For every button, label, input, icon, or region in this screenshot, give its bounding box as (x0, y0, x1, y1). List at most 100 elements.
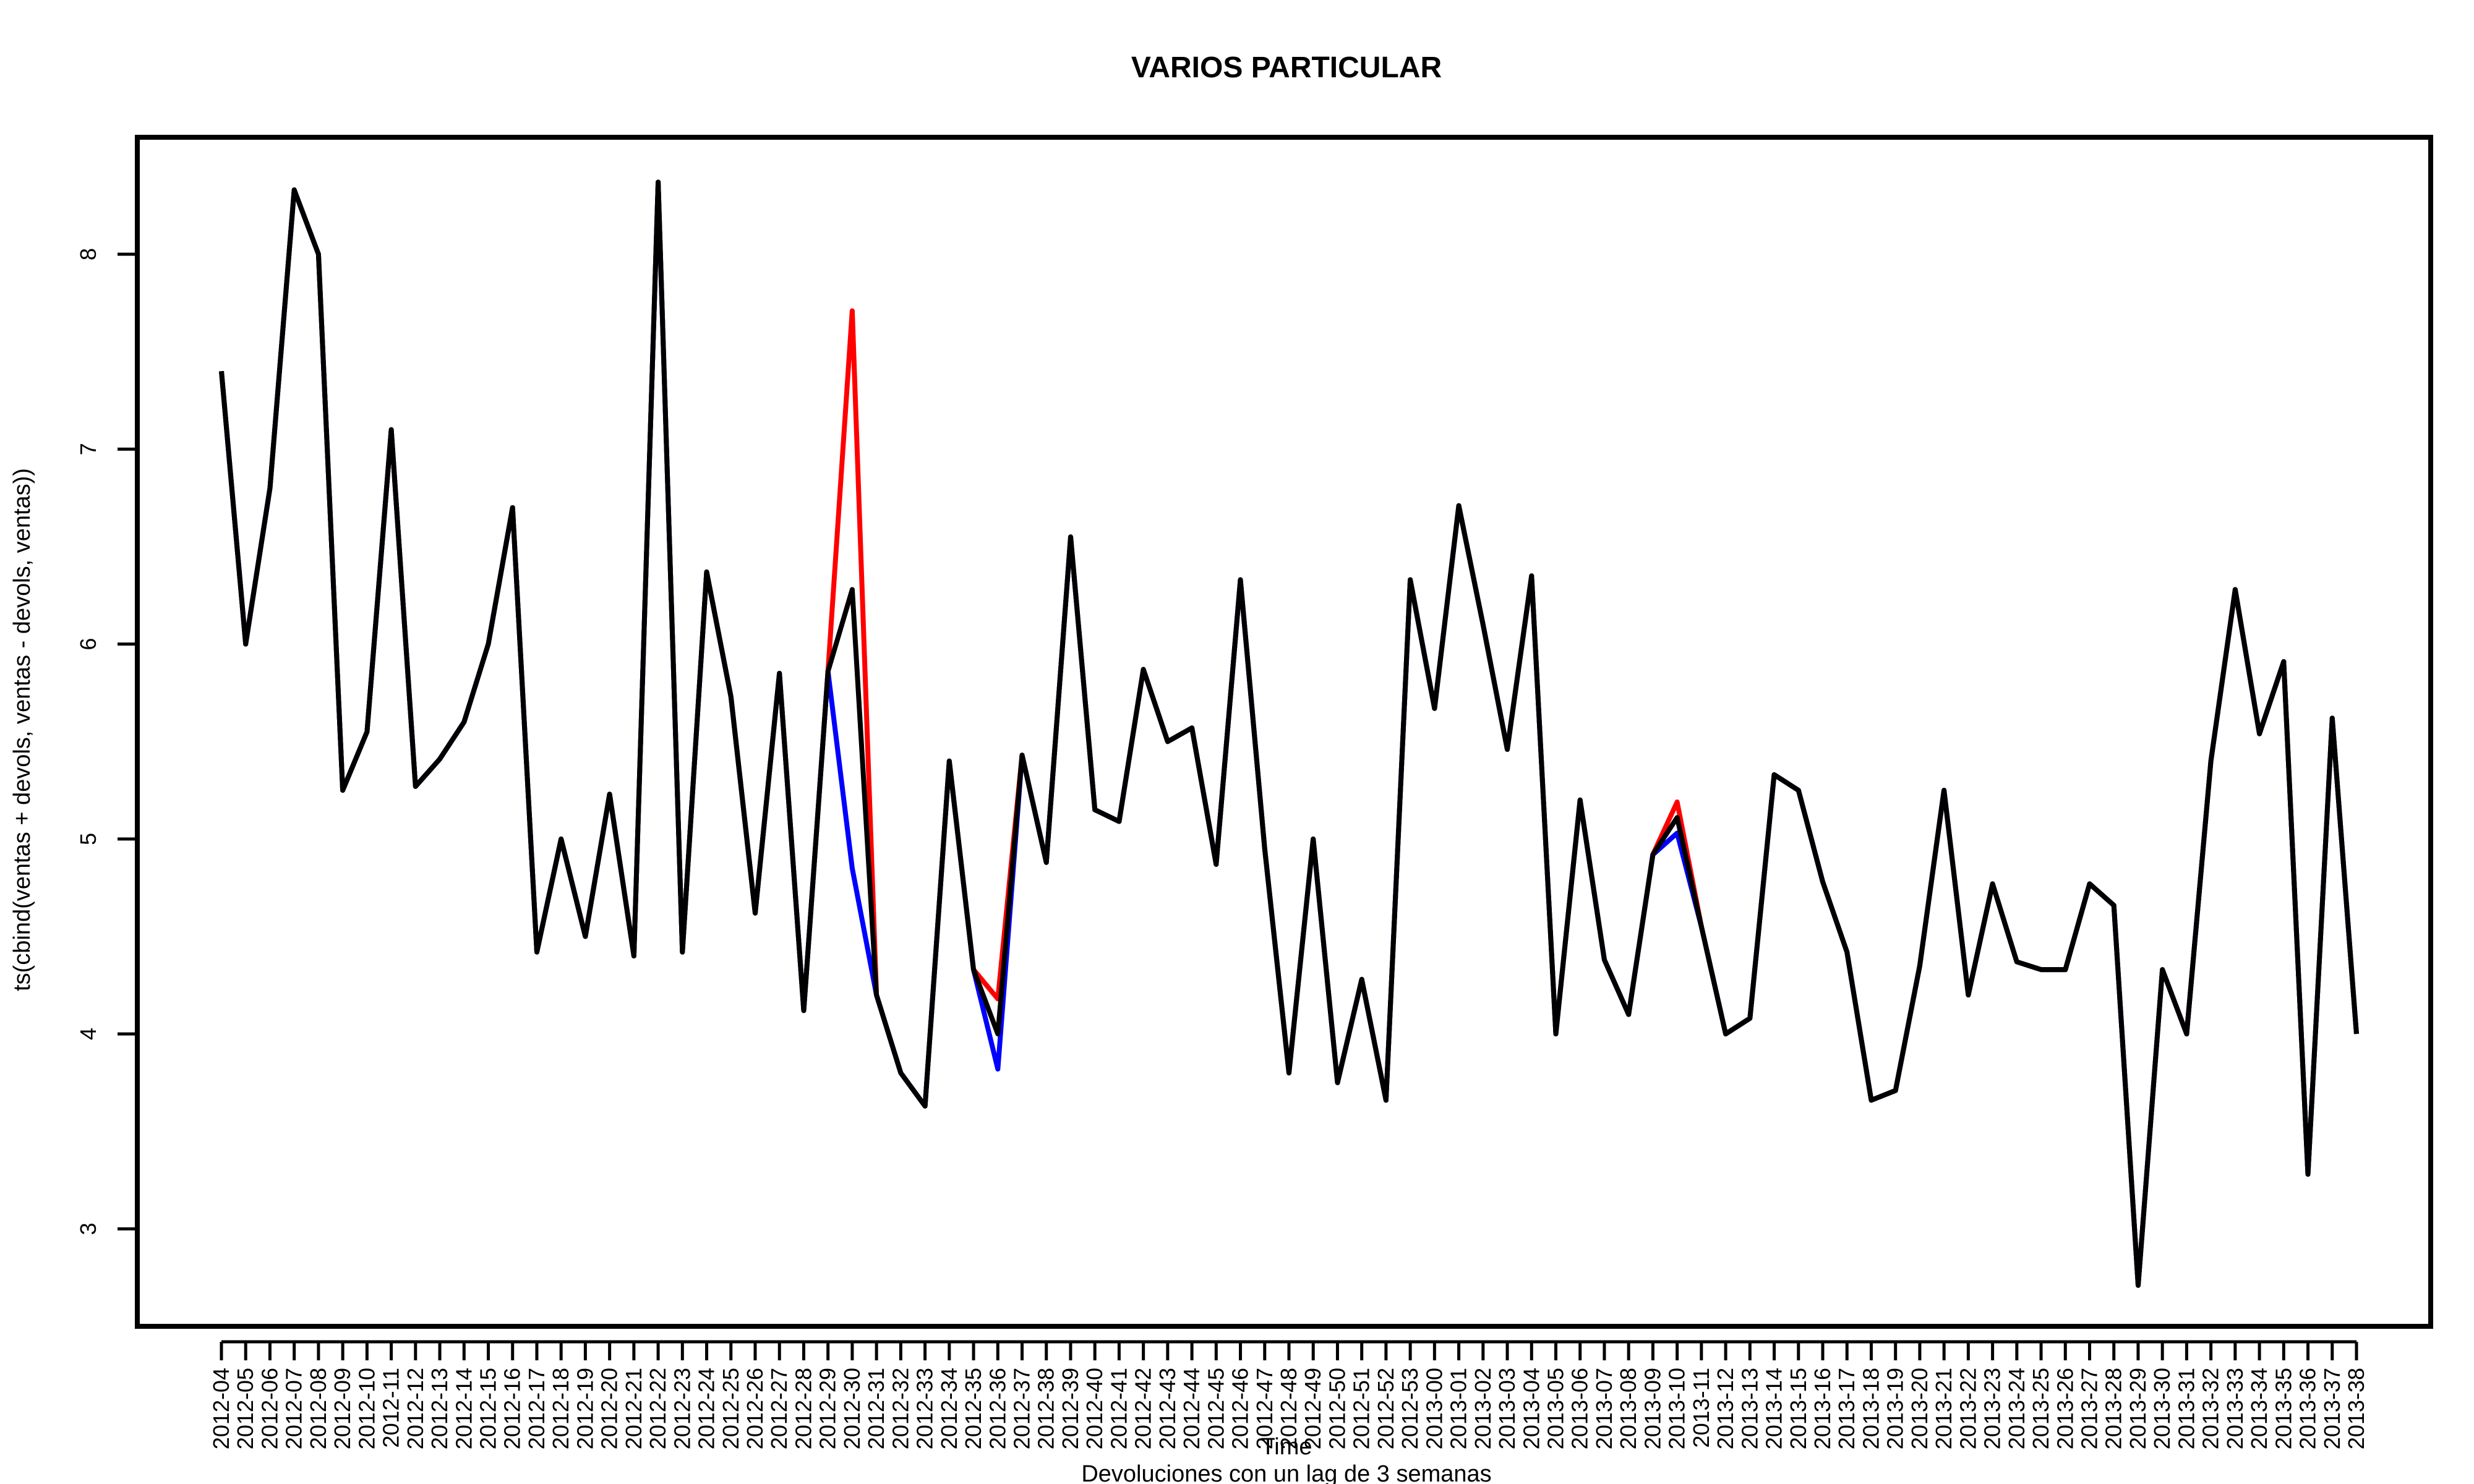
x-tick-label: 2013-10 (1664, 1368, 1690, 1449)
x-tick-label: 2012-37 (1009, 1368, 1035, 1449)
y-tick-label: 5 (75, 833, 101, 845)
x-tick-label: 2013-03 (1494, 1368, 1520, 1449)
x-tick-label: 2013-20 (1907, 1368, 1932, 1449)
x-tick-label: 2012-27 (766, 1368, 792, 1449)
x-tick-label: 2013-30 (2149, 1368, 2175, 1449)
x-tick-label: 2013-05 (1543, 1368, 1569, 1449)
x-tick-label: 2013-31 (2173, 1368, 2199, 1449)
y-tick-label: 3 (75, 1222, 101, 1235)
x-tick-label: 2013-19 (1883, 1368, 1908, 1449)
x-tick-label: 2013-37 (2319, 1368, 2345, 1449)
x-tick-label: 2013-23 (1980, 1368, 2005, 1449)
x-tick-label: 2012-10 (354, 1368, 379, 1449)
x-tick-label: 2012-34 (936, 1368, 962, 1449)
x-tick-label: 2012-39 (1058, 1368, 1083, 1449)
x-tick-label: 2012-26 (742, 1368, 768, 1449)
y-tick-label: 6 (75, 638, 101, 650)
x-tick-label: 2012-15 (476, 1368, 501, 1449)
x-tick-label: 2012-20 (597, 1368, 622, 1449)
x-tick-label: 2013-16 (1810, 1368, 1835, 1449)
x-tick-label: 2013-26 (2052, 1368, 2078, 1449)
x-tick-label: 2013-11 (1689, 1368, 1714, 1448)
x-tick-label: 2012-42 (1131, 1368, 1156, 1449)
x-tick-label: 2012-36 (985, 1368, 1010, 1449)
x-tick-label: 2013-04 (1518, 1368, 1544, 1449)
x-tick-label: 2012-21 (621, 1368, 646, 1449)
x-axis: 2012-042012-052012-062012-072012-082012-… (208, 1340, 2369, 1449)
x-tick-label: 2012-52 (1373, 1368, 1398, 1449)
x-tick-label: 2012-04 (208, 1368, 234, 1449)
x-tick-label: 2013-15 (1786, 1368, 1811, 1449)
series-line-1 (219, 179, 2359, 1288)
plot-frame (135, 135, 2433, 1329)
x-tick-label: 2012-51 (1349, 1368, 1374, 1449)
x-tick-label: 2013-08 (1616, 1368, 1641, 1449)
y-tick-label: 4 (75, 1028, 101, 1040)
x-tick-label: 2012-45 (1203, 1368, 1228, 1449)
x-tick-label: 2012-18 (548, 1368, 573, 1449)
y-axis-label: ts(cbind(ventas + devols, ventas - devol… (9, 468, 35, 991)
x-tick-label: 2012-25 (718, 1368, 743, 1449)
x-tick-label: 2012-38 (1034, 1368, 1059, 1449)
x-tick-label: 2013-38 (2343, 1368, 2369, 1449)
x-tick-label: 2012-13 (427, 1368, 452, 1449)
x-tick-label: 2012-19 (572, 1368, 597, 1449)
x-tick-label: 2013-09 (1640, 1368, 1665, 1449)
x-tick-label: 2012-16 (500, 1368, 525, 1449)
x-tick-label: 2012-12 (403, 1368, 428, 1449)
x-tick-label: 2013-13 (1737, 1368, 1762, 1449)
y-axis: 3 4 5 6 7 8 (75, 248, 137, 1235)
x-tick-label: 2013-01 (1446, 1368, 1471, 1449)
x-tick-label: 2013-35 (2271, 1368, 2296, 1449)
x-tick-label: 2012-14 (451, 1368, 476, 1449)
x-axis-sublabel: Devoluciones con un lag de 3 semanas (1081, 1461, 1491, 1484)
x-tick-label: 2012-44 (1179, 1368, 1204, 1449)
chart-title: VARIOS PARTICULAR (1131, 51, 1442, 84)
series-line-3 (219, 179, 2359, 1288)
x-tick-label: 2012-30 (839, 1368, 865, 1449)
x-axis-label: Time (1261, 1434, 1312, 1460)
x-tick-label: 2012-24 (694, 1368, 719, 1449)
x-tick-label: 2012-48 (1276, 1368, 1301, 1449)
x-tick-label: 2012-06 (257, 1368, 283, 1449)
x-tick-label: 2013-14 (1761, 1368, 1787, 1449)
x-tick-label: 2012-47 (1252, 1368, 1277, 1449)
x-tick-label: 2013-25 (2028, 1368, 2053, 1449)
x-tick-label: 2012-46 (1228, 1368, 1253, 1449)
y-tick-label: 7 (75, 443, 101, 455)
x-tick-label: 2013-34 (2246, 1368, 2272, 1449)
x-tick-label: 2012-29 (815, 1368, 841, 1449)
x-tick-label: 2012-08 (306, 1368, 331, 1449)
x-tick-label: 2013-07 (1591, 1368, 1617, 1449)
x-tick-label: 2012-53 (1397, 1368, 1423, 1449)
x-tick-label: 2012-35 (961, 1368, 986, 1449)
x-tick-label: 2013-28 (2101, 1368, 2126, 1449)
x-tick-label: 2013-18 (1859, 1368, 1884, 1449)
x-tick-label: 2012-05 (233, 1368, 258, 1449)
x-tick-label: 2012-17 (524, 1368, 549, 1449)
x-tick-label: 2013-21 (1931, 1368, 1956, 1449)
x-tick-label: 2012-23 (669, 1368, 695, 1449)
x-tick-label: 2012-50 (1325, 1368, 1350, 1449)
y-tick-label: 8 (75, 248, 101, 260)
x-tick-label: 2013-27 (2077, 1368, 2102, 1449)
x-tick-label: 2013-36 (2295, 1368, 2321, 1449)
x-tick-label: 2013-00 (1421, 1368, 1447, 1449)
x-tick-label: 2012-49 (1300, 1368, 1325, 1449)
x-tick-label: 2013-22 (1955, 1368, 1980, 1449)
x-tick-label: 2013-12 (1713, 1368, 1738, 1449)
x-tick-label: 2012-41 (1106, 1368, 1131, 1449)
x-tick-label: 2012-40 (1082, 1368, 1107, 1449)
x-tick-label: 2013-32 (2198, 1368, 2224, 1449)
x-tick-label: 2012-43 (1155, 1368, 1180, 1449)
series-layer (219, 179, 2359, 1288)
x-tick-label: 2013-29 (2125, 1368, 2151, 1449)
x-tick-label: 2013-33 (2222, 1368, 2248, 1449)
x-tick-label: 2013-02 (1470, 1368, 1496, 1449)
x-tick-label: 2012-33 (912, 1368, 938, 1449)
x-tick-label: 2013-17 (1834, 1368, 1859, 1449)
x-tick-label: 2012-28 (791, 1368, 816, 1449)
x-tick-label: 2012-11 (379, 1368, 404, 1448)
x-tick-label: 2012-31 (863, 1368, 889, 1449)
